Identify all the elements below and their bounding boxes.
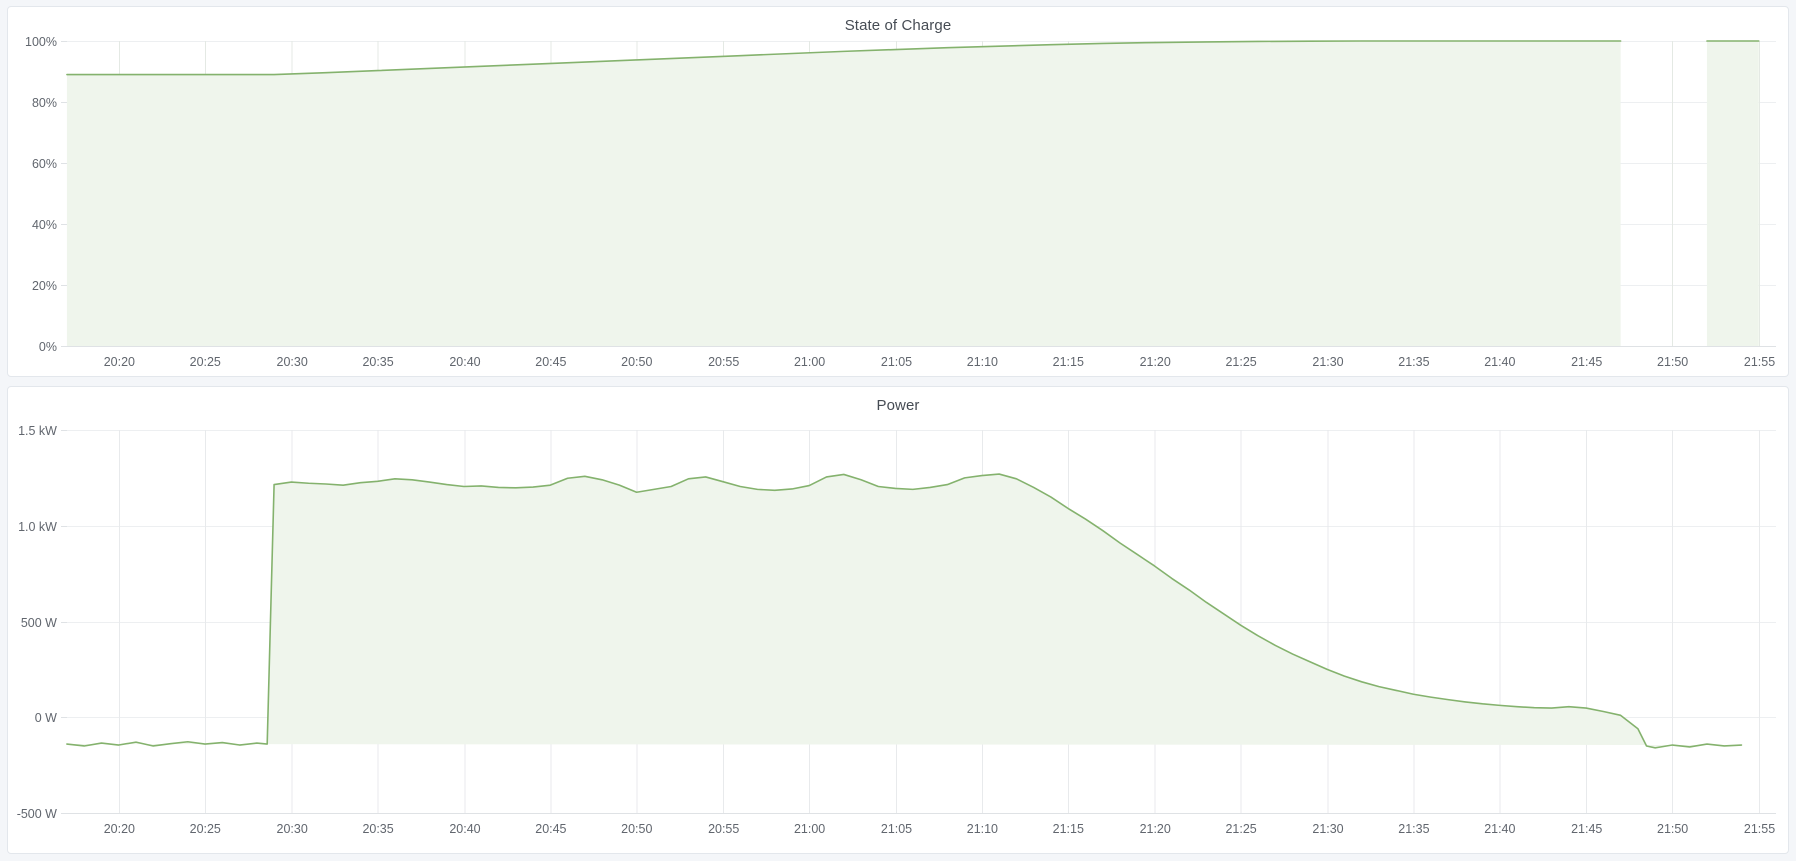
x-axis-tick-label: 20:20 (104, 822, 135, 836)
y-axis-tick-label: 1.0 kW (18, 520, 57, 534)
panel-title-state-of-charge: State of Charge (844, 17, 952, 34)
series-line (66, 40, 1622, 76)
y-axis-tick-label: 80% (32, 96, 57, 110)
series-line (66, 473, 1743, 749)
x-axis-tick-label: 21:10 (967, 355, 998, 369)
x-axis-tick-label: 21:40 (1484, 822, 1515, 836)
x-axis-tick-label: 21:05 (881, 355, 912, 369)
x-axis-tick-label: 20:30 (277, 822, 308, 836)
x-axis-tick-label: 21:15 (1053, 355, 1084, 369)
series-area-fill (1706, 41, 1759, 346)
y-axis-tick-label: 500 W (21, 616, 57, 630)
y-axis-tick-label: 1.5 kW (18, 424, 57, 438)
x-axis-tick-label: 21:50 (1657, 822, 1688, 836)
x-axis-tick-label: 21:45 (1571, 355, 1602, 369)
x-axis-tick-label: 20:50 (621, 822, 652, 836)
x-axis-tick-label: 20:40 (449, 822, 480, 836)
y-axis-tick-label: 0 W (35, 711, 57, 725)
power-chart[interactable]: -500 W 0 W 500 W 1.0 kW 1.5 kW 20:20 20:25 20:3… (8, 387, 1788, 853)
y-axis-tick-label: 60% (32, 157, 57, 171)
x-axis-tick-label: 21:35 (1398, 355, 1429, 369)
x-axis-tick-label: 20:20 (104, 355, 135, 369)
y-axis-tick-label: -500 W (17, 807, 57, 821)
x-axis-tick-label: 21:25 (1225, 822, 1256, 836)
x-axis-tick-label: 21:30 (1312, 822, 1343, 836)
x-axis-tick-label: 21:05 (881, 822, 912, 836)
x-axis-tick-label: 20:55 (708, 822, 739, 836)
x-axis-tick-label: 21:40 (1484, 355, 1515, 369)
chart-area-state-of-charge[interactable]: 0% 20% 40% 60% 80% 100% 20:20 20:25 20:30 20:35 20… (8, 7, 1788, 376)
x-axis-tick-label: 21:30 (1312, 355, 1343, 369)
x-axis-tick-label: 20:25 (190, 355, 221, 369)
x-axis-tick-label: 20:35 (362, 355, 393, 369)
panel-title-power: Power (876, 397, 920, 414)
x-axis-tick-label: 20:40 (449, 355, 480, 369)
y-axis-tick-label: 100% (25, 35, 57, 49)
x-axis-tick-label: 20:55 (708, 355, 739, 369)
series-area-fill (66, 41, 1621, 346)
x-axis-tick-label: 21:00 (794, 355, 825, 369)
panel-power: Power -500 W 0 W 500 W 1.0 kW 1.5 kW 20:20 20:… (7, 386, 1789, 854)
chart-area-power[interactable]: -500 W 0 W 500 W 1.0 kW 1.5 kW 20:20 20:25 20:3… (8, 387, 1788, 853)
state-of-charge-chart[interactable]: 0% 20% 40% 60% 80% 100% 20:20 20:25 20:30 20:35 20… (8, 7, 1788, 376)
x-axis-tick-label: 20:50 (621, 355, 652, 369)
x-axis-tick-label: 21:55 (1744, 822, 1775, 836)
series-area-fill (66, 474, 1742, 748)
panel-state-of-charge: State of Charge 0% 20% 40% 60% 80% 100% 20:20 2… (7, 6, 1789, 377)
x-axis-tick-label: 21:50 (1657, 355, 1688, 369)
x-axis-tick-label: 21:15 (1053, 822, 1084, 836)
x-axis-tick-label: 21:25 (1225, 355, 1256, 369)
x-axis-tick-label: 20:35 (362, 822, 393, 836)
x-axis-tick-label: 21:10 (967, 822, 998, 836)
x-axis-tick-label: 21:35 (1398, 822, 1429, 836)
y-axis-tick-label: 20% (32, 279, 57, 293)
x-axis-tick-label: 21:20 (1140, 355, 1171, 369)
x-axis-tick-label: 21:00 (794, 822, 825, 836)
y-axis-tick-label: 0% (39, 340, 57, 354)
x-axis-tick-label: 21:20 (1140, 822, 1171, 836)
x-axis-tick-label: 20:45 (535, 822, 566, 836)
x-axis-tick-label: 20:25 (190, 822, 221, 836)
x-axis-tick-label: 21:55 (1744, 355, 1775, 369)
x-axis-tick-label: 20:45 (535, 355, 566, 369)
x-axis-tick-label: 21:45 (1571, 822, 1602, 836)
y-axis-tick-label: 40% (32, 218, 57, 232)
x-axis-tick-label: 20:30 (277, 355, 308, 369)
